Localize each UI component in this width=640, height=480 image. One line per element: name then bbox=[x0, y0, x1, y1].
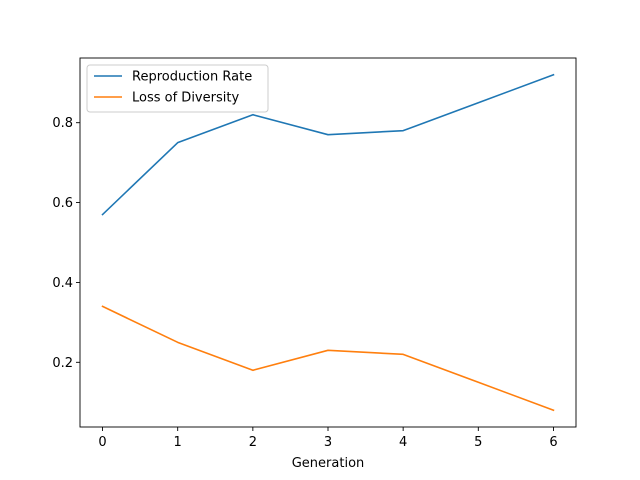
x-tick-label: 2 bbox=[249, 435, 257, 450]
y-tick-label: 0.6 bbox=[52, 196, 73, 211]
legend-box bbox=[86, 64, 269, 113]
x-tick-label: 0 bbox=[98, 435, 106, 450]
axes: 0 1 2 3 4 5 6 0.2 0.4 0.6 0.8 bbox=[52, 57, 577, 450]
x-tick-label: 3 bbox=[324, 435, 332, 450]
y-tick-label: 0.4 bbox=[52, 276, 73, 291]
series-line-0 bbox=[101, 73, 555, 216]
series-line-1 bbox=[101, 305, 555, 412]
x-tick-label: 1 bbox=[174, 435, 182, 450]
legend-label-0: Reproduction Rate bbox=[132, 70, 252, 85]
plot-frame bbox=[79, 57, 577, 428]
x-axis-title: Generation bbox=[292, 456, 365, 471]
legend: Reproduction Rate Loss of Diversity bbox=[86, 64, 269, 113]
legend-label-1: Loss of Diversity bbox=[132, 91, 239, 106]
y-tick-label: 0.8 bbox=[52, 116, 73, 131]
plot-area bbox=[101, 73, 555, 412]
y-tick-label: 0.2 bbox=[52, 356, 73, 371]
x-tick-label: 6 bbox=[549, 435, 557, 450]
x-tick-label: 5 bbox=[474, 435, 482, 450]
x-tick-label: 4 bbox=[399, 435, 407, 450]
